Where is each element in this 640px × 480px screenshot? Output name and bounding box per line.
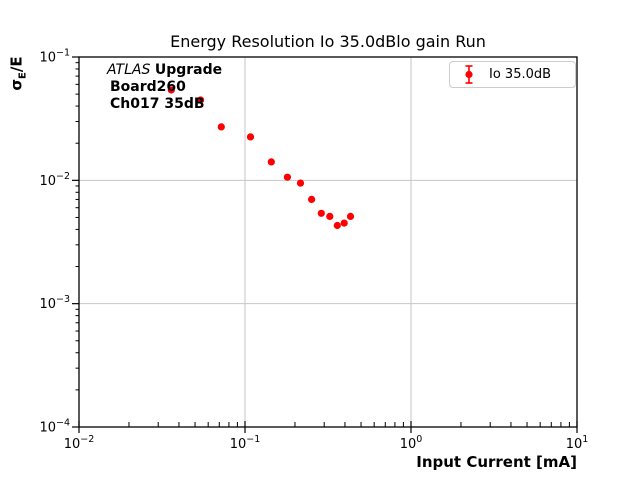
tick-label: 10−2 (64, 434, 95, 452)
legend-label: Io 35.0dB (489, 67, 552, 82)
data-point (283, 173, 291, 181)
data-point (246, 133, 255, 141)
ylabel-sigma: σ (7, 78, 26, 91)
data-point (333, 221, 341, 230)
tick-label: 10−3 (39, 294, 70, 312)
chart-title: Energy Resolution Io 35.0dBlo gain Run (170, 32, 486, 51)
data-point (267, 158, 275, 166)
annotation-experiment: ATLAS (107, 62, 151, 78)
ylabel-subscript: E (17, 72, 29, 79)
tick-label: 10−4 (39, 418, 70, 436)
annotation-channel-label: Ch017 35dB (110, 96, 205, 112)
tick-label: 101 (566, 434, 589, 452)
data-point (340, 219, 348, 227)
tick-label: 10−2 (39, 171, 70, 189)
annotation-board-label: Board260 (110, 79, 186, 95)
data-point (167, 86, 175, 94)
tick-label: 10−1 (39, 48, 70, 66)
data-point (346, 212, 355, 220)
data-point (197, 96, 205, 104)
tick-label: 10−1 (230, 434, 261, 452)
annotation-tag: Upgrade (154, 62, 223, 78)
errorbar-marker-icon (465, 65, 473, 84)
y-axis-label: σE/E (7, 50, 29, 98)
data-point (296, 179, 305, 187)
data-point (308, 195, 316, 203)
annotation-line1: ATLAS Upgrade (107, 62, 222, 79)
legend-box: Io 35.0dB (449, 61, 576, 88)
x-axis-label: Input Current [mA] (416, 453, 577, 471)
annotation-block: ATLAS Upgrade Board260 Ch017 35dB (107, 62, 222, 113)
ylabel-rest: /E (7, 56, 26, 73)
data-point (326, 212, 334, 220)
data-point (317, 209, 325, 217)
tick-label: 100 (400, 434, 423, 452)
data-point (217, 123, 225, 131)
axes-frame (78, 56, 578, 428)
